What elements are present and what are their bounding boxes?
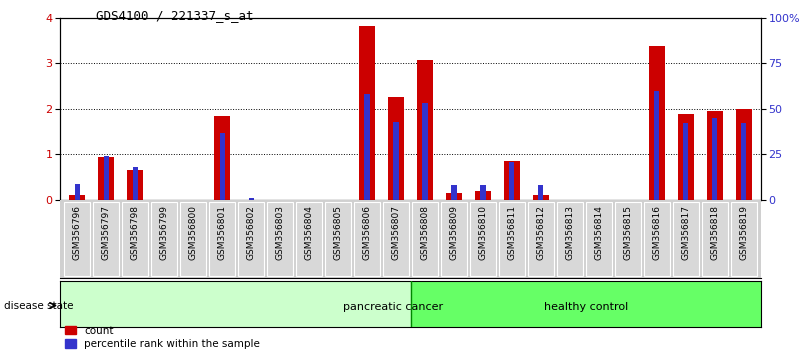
FancyBboxPatch shape [586, 201, 612, 276]
Text: disease state: disease state [4, 301, 74, 311]
Text: GSM356804: GSM356804 [304, 205, 314, 259]
Text: GSM356800: GSM356800 [189, 205, 198, 260]
Bar [481, 185, 485, 200]
FancyBboxPatch shape [238, 201, 264, 276]
Bar [219, 132, 225, 200]
Text: GSM356809: GSM356809 [449, 205, 458, 260]
Bar [127, 170, 143, 200]
Text: GDS4100 / 221337_s_at: GDS4100 / 221337_s_at [96, 9, 254, 22]
Text: GSM356813: GSM356813 [566, 205, 574, 260]
FancyBboxPatch shape [64, 201, 91, 276]
FancyBboxPatch shape [614, 201, 641, 276]
FancyBboxPatch shape [180, 201, 207, 276]
Bar [60, 281, 410, 327]
Bar [533, 195, 549, 200]
Text: GSM356797: GSM356797 [102, 205, 111, 260]
Text: GSM356802: GSM356802 [247, 205, 256, 259]
Bar [451, 185, 457, 200]
Text: GSM356806: GSM356806 [363, 205, 372, 260]
Legend: count, percentile rank within the sample: count, percentile rank within the sample [66, 326, 260, 349]
Bar [104, 156, 109, 200]
FancyBboxPatch shape [673, 201, 698, 276]
FancyBboxPatch shape [123, 201, 148, 276]
Bar [74, 184, 80, 200]
Text: GSM356818: GSM356818 [710, 205, 719, 260]
Bar [215, 116, 230, 200]
Bar [735, 109, 751, 200]
Bar [475, 191, 491, 200]
FancyBboxPatch shape [296, 201, 322, 276]
Bar [99, 157, 115, 200]
Text: pancreatic cancer: pancreatic cancer [343, 302, 443, 312]
FancyBboxPatch shape [702, 201, 727, 276]
FancyBboxPatch shape [94, 201, 119, 276]
Text: GSM356803: GSM356803 [276, 205, 284, 260]
Text: GSM356810: GSM356810 [478, 205, 488, 260]
Bar [359, 26, 375, 200]
Bar [410, 281, 761, 327]
FancyBboxPatch shape [325, 201, 351, 276]
Text: GSM356796: GSM356796 [73, 205, 82, 260]
Bar [538, 185, 543, 200]
Bar [133, 167, 138, 200]
Text: GSM356815: GSM356815 [623, 205, 632, 260]
Bar [364, 94, 370, 200]
FancyBboxPatch shape [557, 201, 583, 276]
Bar [654, 91, 659, 200]
Bar [649, 46, 665, 200]
FancyBboxPatch shape [528, 201, 553, 276]
Text: GSM356819: GSM356819 [739, 205, 748, 260]
Text: healthy control: healthy control [544, 302, 628, 312]
Bar [712, 118, 717, 200]
Text: GSM356814: GSM356814 [594, 205, 603, 259]
Bar [388, 97, 404, 200]
Text: GSM356798: GSM356798 [131, 205, 140, 260]
Text: GSM356812: GSM356812 [537, 205, 545, 259]
FancyBboxPatch shape [470, 201, 496, 276]
Bar [393, 122, 399, 200]
FancyBboxPatch shape [383, 201, 409, 276]
Bar [706, 111, 723, 200]
Text: GSM356807: GSM356807 [392, 205, 400, 260]
Bar [504, 161, 520, 200]
FancyBboxPatch shape [268, 201, 293, 276]
Text: GSM356805: GSM356805 [333, 205, 343, 260]
FancyBboxPatch shape [209, 201, 235, 276]
Bar [446, 193, 462, 200]
FancyBboxPatch shape [731, 201, 757, 276]
FancyBboxPatch shape [499, 201, 525, 276]
Bar [741, 124, 747, 200]
Text: GSM356817: GSM356817 [681, 205, 690, 260]
Bar [248, 198, 254, 200]
Bar [422, 103, 428, 200]
Bar [683, 124, 688, 200]
FancyBboxPatch shape [354, 201, 380, 276]
Bar [70, 195, 86, 200]
FancyBboxPatch shape [644, 201, 670, 276]
Text: GSM356808: GSM356808 [421, 205, 429, 260]
Bar [678, 114, 694, 200]
Text: GSM356816: GSM356816 [652, 205, 661, 260]
FancyBboxPatch shape [412, 201, 438, 276]
FancyBboxPatch shape [151, 201, 177, 276]
FancyBboxPatch shape [441, 201, 467, 276]
Bar [417, 59, 433, 200]
Text: GSM356799: GSM356799 [160, 205, 169, 260]
Text: GSM356801: GSM356801 [218, 205, 227, 260]
Text: GSM356811: GSM356811 [507, 205, 517, 260]
Bar [509, 162, 514, 200]
